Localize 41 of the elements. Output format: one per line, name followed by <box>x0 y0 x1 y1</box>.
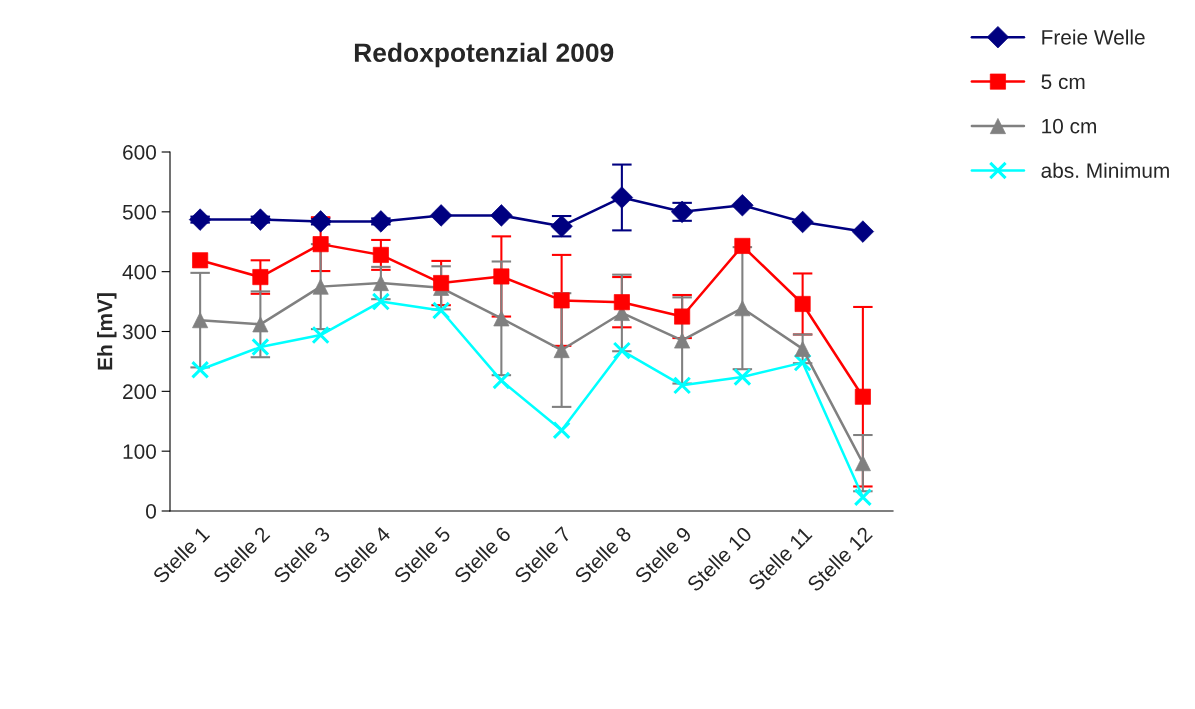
point <box>851 220 875 243</box>
y-axis-title: Eh [mV] <box>97 293 117 370</box>
point <box>433 275 450 292</box>
y-tick-label: 100 <box>123 444 156 459</box>
y-tick-label: 400 <box>122 264 156 280</box>
point <box>734 300 751 317</box>
point <box>371 292 391 311</box>
point <box>251 337 270 357</box>
legend-label: 5 cm <box>1041 74 1085 90</box>
point <box>190 360 210 379</box>
point <box>311 325 330 345</box>
point <box>431 301 451 320</box>
point <box>252 316 269 333</box>
point <box>854 388 871 405</box>
point <box>552 421 571 440</box>
point <box>372 246 389 263</box>
point <box>492 371 511 390</box>
y-tick-label: 500 <box>122 204 156 220</box>
point <box>672 376 692 395</box>
legend-label: Freie Welle <box>1042 29 1145 45</box>
y-tick-label: 300 <box>122 324 156 340</box>
chart-title: Redoxpotenzial 2009 <box>354 42 614 68</box>
point <box>853 488 873 507</box>
point <box>372 275 389 292</box>
point <box>793 353 812 372</box>
point <box>249 208 272 231</box>
point <box>613 294 630 311</box>
legend-label: abs. Minimum <box>1041 162 1169 178</box>
point <box>252 269 269 286</box>
point <box>794 295 811 312</box>
y-tick-label: 600 <box>123 145 156 160</box>
point <box>309 210 332 233</box>
point <box>733 367 752 387</box>
point <box>188 208 212 231</box>
y-tick-label: 200 <box>123 384 156 400</box>
y-tick-label: 0 <box>146 504 156 519</box>
point <box>369 210 393 233</box>
point <box>731 194 754 217</box>
point <box>429 204 453 227</box>
legend-label: 10 cm <box>1042 118 1096 134</box>
point <box>612 341 632 360</box>
